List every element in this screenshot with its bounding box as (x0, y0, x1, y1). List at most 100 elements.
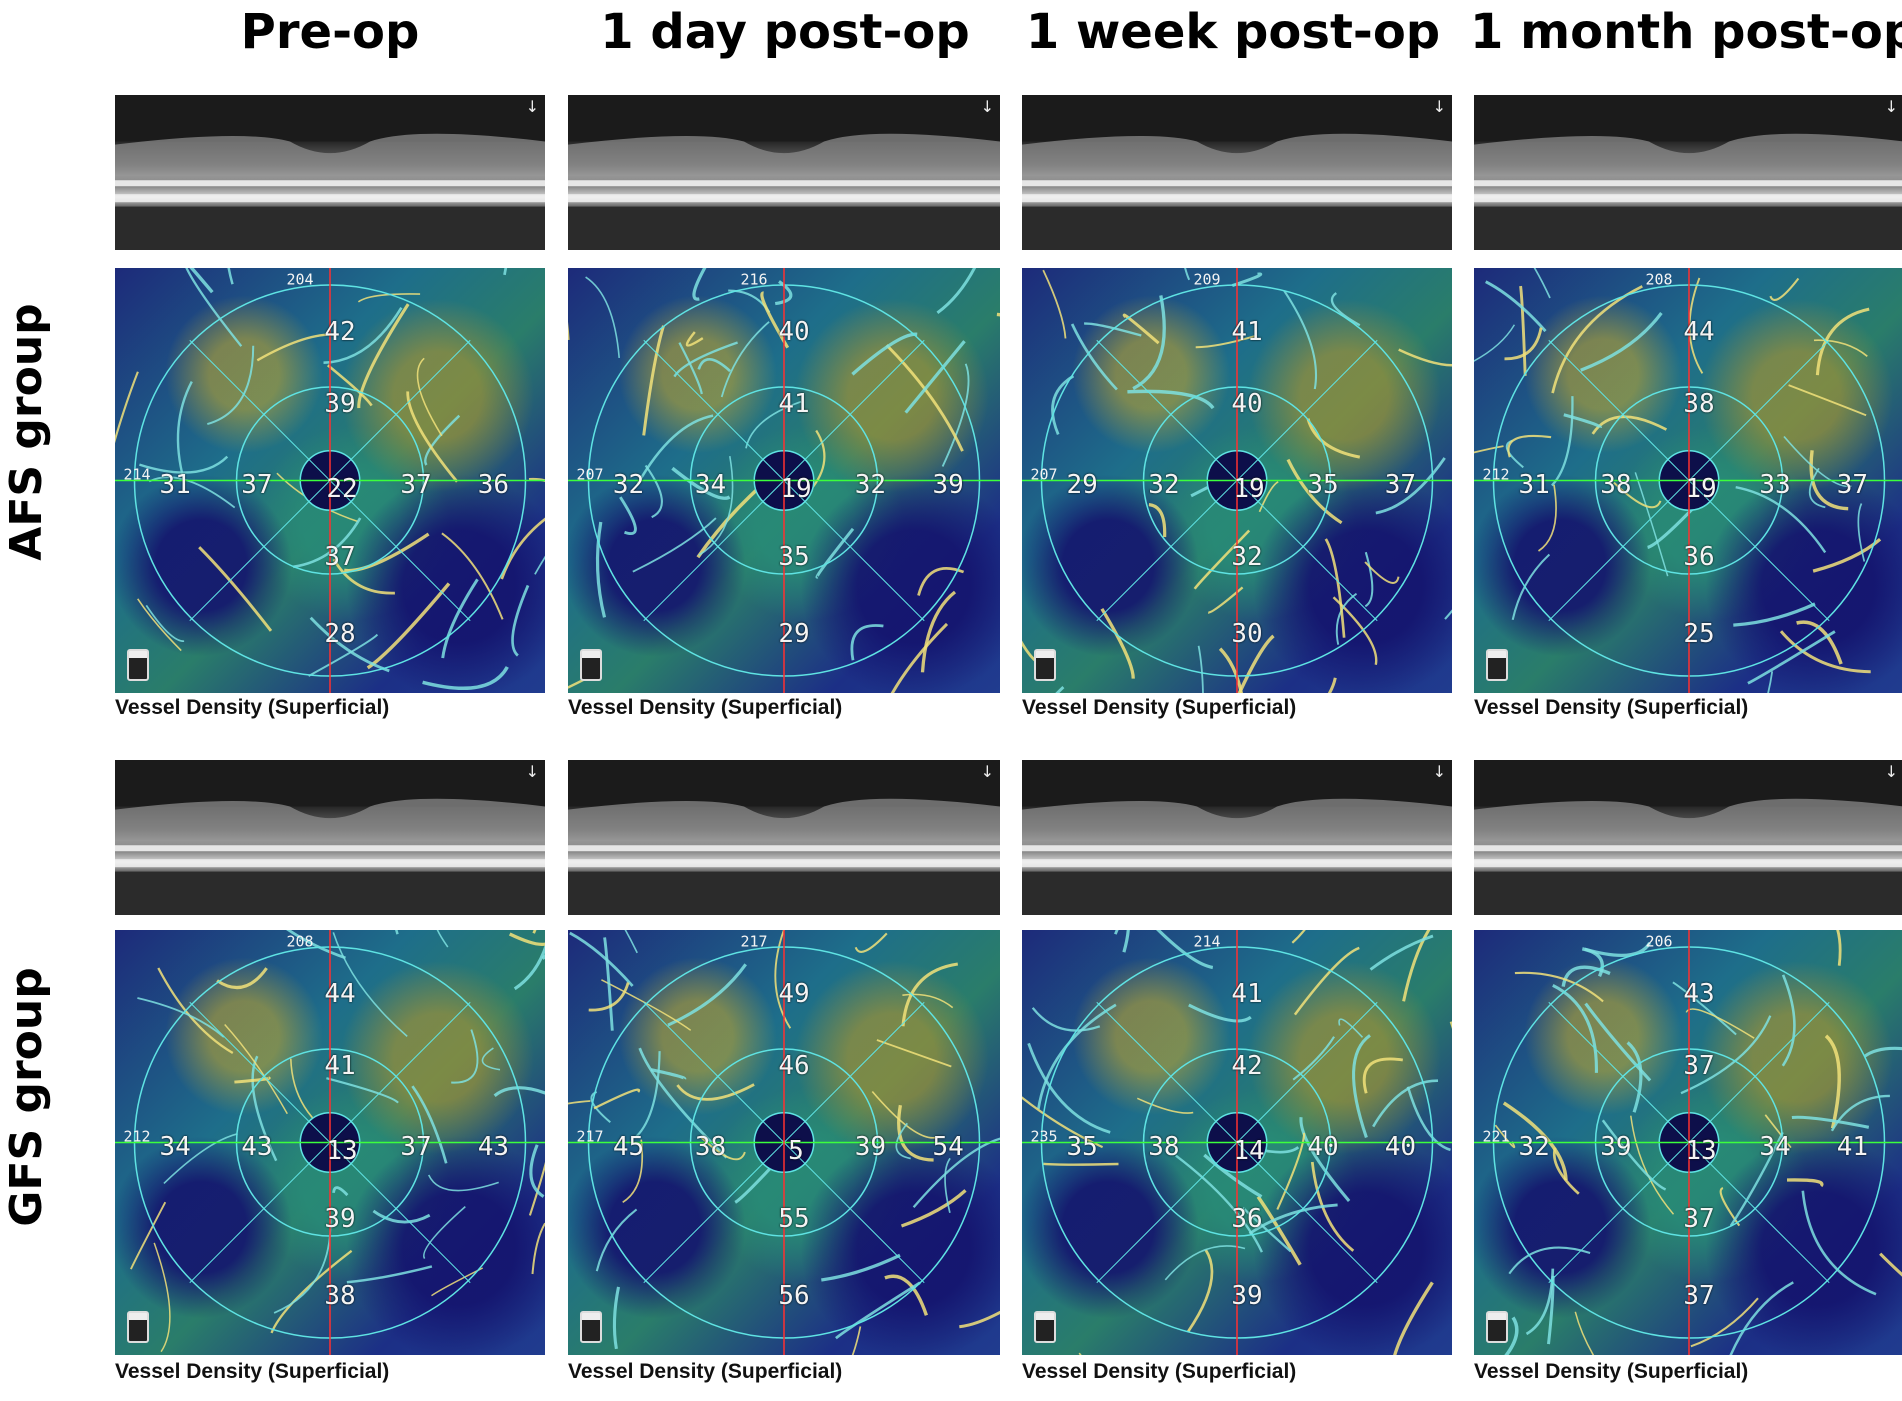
vessel-density-map: 206 221 43 37 13 32 39 34 41 37 37 (1474, 930, 1902, 1355)
value-outer-inferior: 30 (1231, 618, 1263, 649)
value-outer-left: 31 (159, 469, 191, 500)
value-outer-superior: 41 (1231, 316, 1263, 347)
vessel-density-map: 216 207 40 41 19 32 34 32 39 35 29 (568, 268, 1000, 693)
value-outer-right: 40 (1384, 1131, 1417, 1162)
value-outer-left: 35 (1066, 1131, 1098, 1162)
value-fovea: 19 (780, 473, 812, 504)
value-outer-right: 36 (477, 469, 510, 500)
oct-panel: ↓ 208 212 44 41 13 34 43 37 43 39 38 Vessel Density … (115, 760, 545, 1390)
value-fovea: 19 (1685, 473, 1717, 504)
value-inner-left: 38 (1148, 1131, 1180, 1162)
value-fovea: 19 (1233, 473, 1265, 504)
value-inner-superior: 42 (1231, 1051, 1263, 1081)
label-temporal-count: 214 (123, 465, 151, 483)
quality-indicator-icon (1486, 649, 1508, 681)
value-inner-superior: 40 (1231, 389, 1263, 419)
value-outer-superior: 43 (1683, 978, 1715, 1009)
value-inner-inferior: 37 (1683, 1204, 1715, 1234)
oct-panel: ↓ 209 207 41 40 19 29 32 35 37 32 30 Vessel Density … (1022, 95, 1452, 726)
label-temporal-count: 207 (1030, 465, 1058, 483)
oct-panel: ↓ 206 221 43 37 13 32 39 34 41 37 37 Vessel Density … (1474, 760, 1902, 1390)
quality-indicator-icon (127, 649, 149, 681)
scan-direction-arrow-icon: ↓ (980, 97, 994, 116)
label-superior-count: 208 (1645, 270, 1673, 289)
oct-panel: ↓ 216 207 40 41 19 32 34 32 39 35 29 Vessel Density … (568, 95, 1000, 726)
map-caption: Vessel Density (Superficial) (1474, 696, 1749, 719)
map-caption: Vessel Density (Superficial) (568, 696, 843, 719)
quality-indicator-icon (127, 1311, 149, 1343)
value-outer-right: 39 (932, 469, 964, 500)
value-outer-right: 54 (932, 1131, 964, 1162)
column-title-1-month: 1 month post-op (1470, 4, 1902, 60)
value-inner-right: 32 (854, 469, 887, 500)
vessel-density-map: 208 212 44 41 13 34 43 37 43 39 38 (115, 930, 545, 1355)
quality-indicator-icon (580, 649, 602, 681)
value-outer-inferior: 56 (778, 1280, 810, 1311)
vessel-density-map: 209 207 41 40 19 29 32 35 37 32 30 (1022, 268, 1452, 693)
value-outer-left: 29 (1066, 469, 1098, 500)
value-inner-left: 38 (694, 1131, 727, 1162)
label-temporal-count: 212 (123, 1127, 151, 1145)
value-outer-inferior: 38 (324, 1280, 356, 1311)
value-inner-left: 34 (694, 469, 727, 500)
value-inner-left: 32 (1148, 469, 1180, 500)
value-outer-superior: 41 (1231, 978, 1263, 1009)
value-inner-left: 37 (241, 469, 273, 500)
map-caption: Vessel Density (Superficial) (115, 1360, 390, 1383)
value-outer-left: 31 (1518, 469, 1550, 500)
value-outer-superior: 44 (1683, 316, 1715, 347)
value-outer-superior: 44 (324, 978, 356, 1009)
oct-panel: ↓ 217 217 49 46 5 45 38 39 54 55 56 Vessel Density (… (568, 760, 1000, 1390)
value-outer-left: 45 (612, 1131, 645, 1162)
value-inner-superior: 46 (778, 1051, 810, 1081)
column-title-1-week: 1 week post-op (1025, 4, 1441, 60)
value-fovea: 14 (1233, 1135, 1265, 1166)
label-superior-count: 206 (1645, 932, 1673, 951)
scan-direction-arrow-icon: ↓ (525, 97, 539, 116)
map-caption: Vessel Density (Superficial) (1022, 696, 1297, 719)
scan-direction-arrow-icon: ↓ (1432, 762, 1446, 781)
oct-bscan-image: ↓ (115, 95, 545, 250)
value-outer-right: 41 (1836, 1131, 1869, 1162)
oct-panel: ↓ 204 214 42 39 22 31 37 37 36 37 28 Vessel Density … (115, 95, 545, 726)
map-caption: Vessel Density (Superficial) (1474, 1360, 1749, 1383)
value-outer-inferior: 39 (1231, 1280, 1263, 1311)
scan-direction-arrow-icon: ↓ (1884, 762, 1898, 781)
value-inner-left: 39 (1600, 1131, 1632, 1162)
label-superior-count: 217 (740, 932, 768, 951)
oct-panel: ↓ 208 212 44 38 19 31 38 33 37 36 25 Vessel Density … (1474, 95, 1902, 726)
quality-indicator-icon (1486, 1311, 1508, 1343)
value-outer-left: 32 (612, 469, 645, 500)
label-temporal-count: 235 (1030, 1127, 1058, 1145)
label-temporal-count: 212 (1482, 465, 1510, 483)
value-outer-superior: 42 (324, 316, 356, 347)
oct-bscan-image: ↓ (1474, 760, 1902, 915)
map-caption: Vessel Density (Superficial) (115, 696, 390, 719)
value-outer-left: 32 (1518, 1131, 1550, 1162)
value-outer-inferior: 37 (1683, 1280, 1715, 1311)
map-caption: Vessel Density (Superficial) (1022, 1360, 1297, 1383)
value-inner-left: 38 (1600, 469, 1632, 500)
column-title-pre-op: Pre-op (240, 4, 420, 60)
value-inner-superior: 41 (324, 1051, 356, 1081)
vessel-density-map: 208 212 44 38 19 31 38 33 37 36 25 (1474, 268, 1902, 693)
column-title-1-day: 1 day post-op (600, 4, 970, 60)
label-temporal-count: 217 (576, 1127, 604, 1145)
label-superior-count: 204 (286, 270, 314, 289)
label-superior-count: 209 (1193, 270, 1221, 289)
value-outer-inferior: 28 (324, 618, 356, 649)
value-outer-left: 34 (159, 1131, 191, 1162)
value-inner-right: 34 (1759, 1131, 1791, 1162)
value-inner-inferior: 35 (778, 542, 810, 572)
value-fovea: 13 (1685, 1135, 1717, 1166)
label-temporal-count: 207 (576, 465, 604, 483)
vessel-density-map: 217 217 49 46 5 45 38 39 54 55 56 (568, 930, 1000, 1355)
value-inner-right: 39 (854, 1131, 887, 1162)
oct-bscan-image: ↓ (1474, 95, 1902, 250)
value-inner-inferior: 36 (1683, 542, 1715, 572)
value-inner-left: 43 (241, 1131, 273, 1162)
label-temporal-count: 221 (1482, 1127, 1510, 1145)
value-inner-inferior: 55 (778, 1204, 810, 1234)
value-inner-inferior: 36 (1231, 1204, 1263, 1234)
value-fovea: 5 (788, 1135, 804, 1166)
